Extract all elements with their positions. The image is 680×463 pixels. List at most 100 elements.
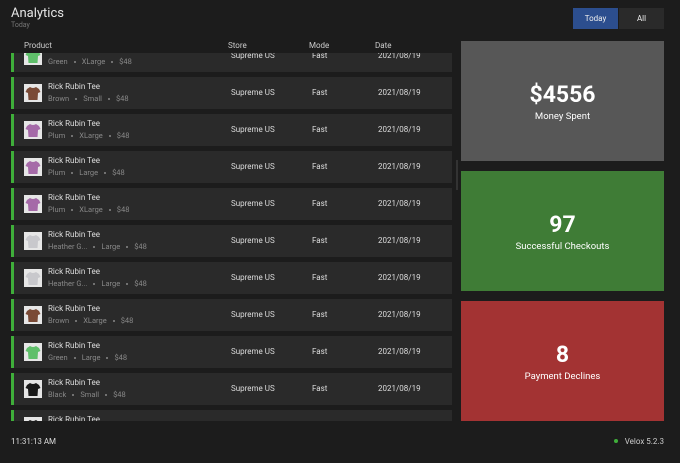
product-name: Rick Rubin Tee	[48, 304, 100, 313]
mode: Fast	[312, 162, 328, 171]
product-thumbnail	[24, 195, 42, 213]
mode: Fast	[312, 53, 328, 60]
scrollbar[interactable]	[456, 160, 458, 190]
date: 2021/08/19	[378, 310, 421, 319]
product-name: Rick Rubin Tee	[48, 415, 100, 421]
product-thumbnail	[24, 269, 42, 287]
checkout-row: Rick Rubin Tee Green Large $48 Supreme US Fas…	[11, 336, 452, 368]
mode: Fast	[312, 236, 328, 245]
separator	[111, 61, 114, 64]
mode: Fast	[312, 88, 328, 97]
column-header: Date	[375, 41, 392, 50]
detail: Heather G...	[48, 279, 88, 288]
separator	[108, 209, 111, 212]
detail: $48	[114, 353, 128, 362]
detail: $48	[134, 242, 147, 251]
detail: $48	[134, 279, 147, 288]
date: 2021/08/19	[378, 199, 421, 208]
detail: $48	[119, 57, 132, 66]
product-name: Rick Rubin Tee	[48, 378, 100, 387]
detail: Brown	[48, 316, 70, 325]
stat-card: $4556 Money Spent	[461, 41, 664, 161]
detail: Black	[48, 390, 67, 399]
column-header: Mode	[309, 41, 330, 50]
checkout-row: Rick Rubin Tee Brown XLarge $48 Supreme US Fa…	[11, 299, 452, 331]
store: Supreme US	[231, 199, 275, 208]
toggle-button[interactable]: All	[619, 8, 664, 29]
product-name: Rick Rubin Tee	[48, 267, 100, 276]
stat-value: 97	[549, 210, 576, 238]
detail: $48	[115, 94, 129, 103]
store: Supreme US	[231, 273, 275, 282]
page-title: Analytics	[11, 6, 64, 21]
detail: XLarge	[79, 131, 103, 140]
product-details: Plum XLarge $48	[48, 205, 129, 214]
store: Supreme US	[231, 125, 275, 134]
store: Supreme US	[231, 162, 275, 171]
date: 2021/08/19	[378, 236, 421, 245]
detail: Large	[101, 279, 121, 288]
checkout-row: Rick Rubin Tee Heather G... Large $48 Suprem…	[11, 225, 452, 257]
stat-card: 97 Successful Checkouts	[461, 171, 664, 291]
detail: $48	[113, 390, 126, 399]
detail: Small	[80, 390, 100, 399]
product-details: Brown XLarge $48	[48, 316, 133, 325]
separator	[71, 172, 74, 175]
product-thumbnail	[24, 84, 42, 102]
product-details: Brown Small $48	[48, 94, 129, 103]
separator	[108, 135, 111, 138]
date: 2021/08/19	[378, 273, 421, 282]
detail: XLarge	[79, 205, 103, 214]
status-dot	[614, 439, 618, 443]
stat-value: 8	[555, 340, 570, 368]
separator	[71, 209, 74, 212]
mode: Fast	[312, 199, 328, 208]
product-thumbnail	[24, 121, 42, 139]
separator	[106, 357, 109, 360]
product-name: Rick Rubin Tee	[48, 156, 100, 165]
product-thumbnail	[24, 380, 42, 398]
mode: Fast	[312, 125, 328, 134]
store: Supreme US	[231, 384, 275, 393]
product-name: Rick Rubin Tee	[48, 53, 100, 54]
column-header: Product	[24, 41, 52, 50]
mode: Fast	[312, 273, 328, 282]
product-thumbnail	[24, 232, 42, 250]
store: Supreme US	[231, 310, 275, 319]
checkout-row: Rick Rubin Tee Plum XLarge $48 Supreme US Fas…	[11, 188, 452, 220]
mode: Fast	[312, 347, 328, 356]
page-subtitle: Today	[11, 21, 30, 29]
checkout-row: Rick Rubin Tee Black Small $48 Supreme US Fas…	[11, 373, 452, 405]
date: 2021/08/19	[378, 347, 421, 356]
detail: XLarge	[81, 57, 106, 66]
checkout-row: Rick Rubin Tee Plum XLarge $48 Supreme US Fas…	[11, 114, 452, 146]
detail: Large	[79, 168, 99, 177]
toggle-button[interactable]: Today	[573, 8, 618, 29]
store: Supreme US	[231, 347, 275, 356]
product-thumbnail	[24, 343, 42, 361]
detail: Plum	[48, 205, 66, 214]
separator	[93, 283, 96, 286]
detail: $48	[116, 205, 130, 214]
detail: $48	[120, 316, 134, 325]
separator	[105, 394, 108, 397]
date: 2021/08/19	[378, 125, 421, 134]
product-details: Heather G... Large $48	[48, 242, 147, 251]
mode: Fast	[312, 384, 328, 393]
separator	[71, 135, 74, 138]
checkout-row: Rick Rubin Tee Brown Small $48 Supreme US Fas…	[11, 77, 452, 109]
date: 2021/08/19	[378, 88, 421, 97]
detail: Green	[48, 353, 68, 362]
clock: 11:31:13 AM	[11, 437, 57, 446]
stat-value: $4556	[529, 80, 596, 108]
version: Velox 5.2.3	[624, 437, 664, 446]
detail: Large	[81, 353, 101, 362]
detail: XLarge	[83, 316, 107, 325]
detail: Plum	[48, 168, 66, 177]
separator	[73, 357, 76, 360]
detail: Large	[101, 242, 121, 251]
product-thumbnail	[24, 306, 42, 324]
detail: Small	[83, 94, 102, 103]
product-name: Rick Rubin Tee	[48, 119, 100, 128]
